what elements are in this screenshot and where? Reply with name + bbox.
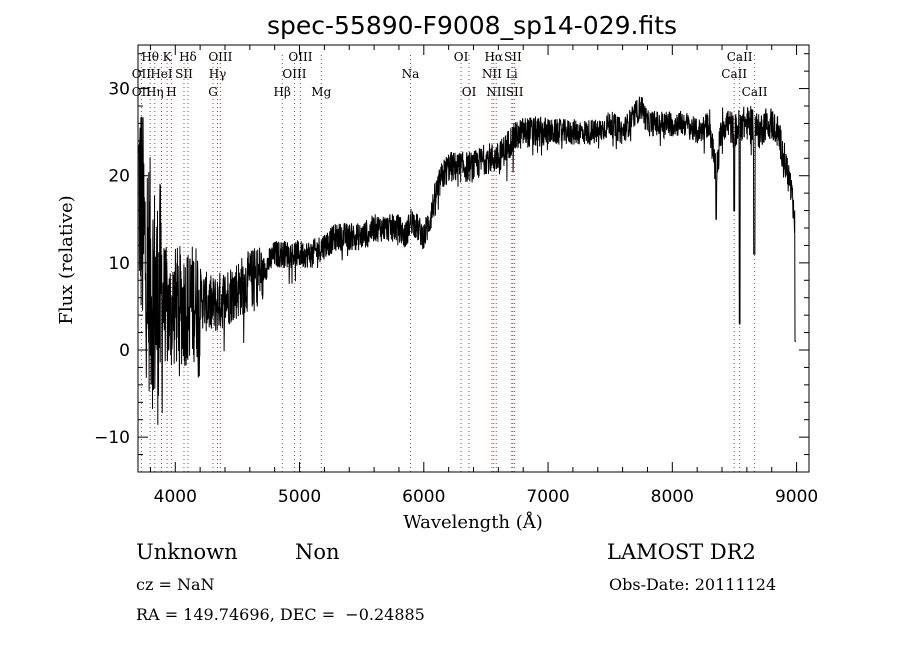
line-label: CaII bbox=[721, 67, 747, 81]
line-label: Mg bbox=[311, 85, 331, 99]
y-tick-label: 10 bbox=[108, 254, 130, 274]
coordinates: RA = 149.74696, DEC = −0.24885 bbox=[136, 605, 425, 624]
x-tick-label: 5000 bbox=[278, 487, 321, 507]
line-label: SII bbox=[504, 50, 522, 64]
line-label: OIII bbox=[288, 50, 312, 64]
spectrum-line bbox=[138, 96, 796, 425]
line-label: CaII bbox=[727, 50, 753, 64]
plot-frame bbox=[137, 44, 810, 473]
line-label: Hθ bbox=[141, 50, 159, 64]
line-label: Hα bbox=[484, 50, 503, 64]
line-label: Li bbox=[506, 67, 518, 81]
object-subclass: Non bbox=[295, 540, 340, 564]
line-label: K bbox=[163, 50, 173, 64]
x-tick-label: 9000 bbox=[775, 487, 818, 507]
chart-title: spec-55890-F9008_sp14-029.fits bbox=[267, 11, 677, 40]
line-label: Hδ bbox=[179, 50, 197, 64]
line-label: OII bbox=[132, 67, 152, 81]
line-label: NII bbox=[482, 67, 502, 81]
line-label: G bbox=[208, 85, 218, 99]
x-tick-label: 7000 bbox=[526, 487, 569, 507]
line-label: Hγ bbox=[209, 67, 227, 81]
line-label: CaII bbox=[742, 85, 768, 99]
line-label: H bbox=[166, 85, 176, 99]
x-axis-label: Wavelength (Å) bbox=[403, 511, 543, 533]
y-tick-label: −10 bbox=[94, 428, 130, 448]
survey-name: LAMOST DR2 bbox=[607, 540, 756, 564]
line-label: NII bbox=[486, 85, 506, 99]
line-label: SII bbox=[506, 85, 524, 99]
line-label: OIII bbox=[208, 50, 232, 64]
x-tick-label: 8000 bbox=[651, 487, 694, 507]
observation-date: Obs-Date: 20111124 bbox=[609, 575, 777, 594]
line-label: Na bbox=[402, 67, 420, 81]
line-label: OI bbox=[454, 50, 469, 64]
object-class: Unknown bbox=[136, 540, 238, 564]
y-axis-label: Flux (relative) bbox=[56, 195, 77, 324]
x-tick-label: 4000 bbox=[154, 487, 197, 507]
y-tick-label: 30 bbox=[108, 80, 130, 100]
line-label: Hη bbox=[146, 85, 164, 99]
y-axis: −10 0 10 20 30 bbox=[94, 53, 809, 456]
redshift-value: cz = NaN bbox=[136, 575, 215, 594]
y-tick-label: 20 bbox=[108, 167, 130, 187]
line-label: HeI bbox=[150, 67, 173, 81]
line-label: OIII bbox=[282, 67, 306, 81]
line-label: SII bbox=[175, 67, 193, 81]
line-label: Hβ bbox=[274, 85, 291, 99]
line-label: OI bbox=[462, 85, 477, 99]
x-tick-label: 6000 bbox=[402, 487, 445, 507]
x-axis: 4000 5000 6000 7000 8000 9000 bbox=[149, 45, 818, 507]
y-tick-label: 0 bbox=[119, 341, 130, 361]
